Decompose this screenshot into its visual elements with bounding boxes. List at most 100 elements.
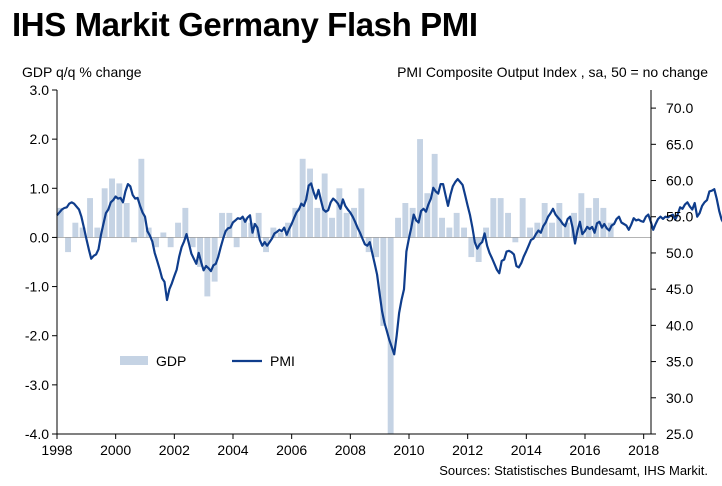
gdp-bar bbox=[453, 212, 460, 238]
gdp-bar bbox=[461, 227, 467, 238]
gdp-bar bbox=[512, 237, 519, 243]
left-tick-label: -4.0 bbox=[25, 426, 49, 442]
source-note: Sources: Statistisches Bundesamt, IHS Ma… bbox=[439, 463, 708, 478]
gdp-bar bbox=[534, 222, 541, 238]
gdp-bar bbox=[116, 183, 123, 238]
gdp-bar bbox=[307, 168, 313, 238]
gdp-bar bbox=[468, 237, 475, 258]
x-tick-label: 2002 bbox=[159, 442, 190, 458]
gdp-bar bbox=[160, 232, 167, 238]
right-axis-label: PMI Composite Output Index , sa, 50 = no… bbox=[397, 64, 708, 80]
left-tick-label: -3.0 bbox=[25, 377, 49, 393]
left-tick-label: -2.0 bbox=[25, 328, 49, 344]
gdp-bar bbox=[343, 212, 350, 238]
chart-title: IHS Markit Germany Flash PMI bbox=[12, 6, 478, 43]
right-tick-label: 65.0 bbox=[666, 136, 693, 152]
right-tick-label: 60.0 bbox=[666, 173, 693, 189]
x-tick-label: 2000 bbox=[100, 442, 131, 458]
right-tick-label: 45.0 bbox=[666, 281, 693, 297]
gdp-bar bbox=[57, 207, 64, 238]
gdp-bar bbox=[431, 153, 438, 238]
right-tick-label: 35.0 bbox=[666, 354, 693, 370]
gdp-bar bbox=[277, 232, 284, 238]
gdp-bar bbox=[65, 237, 71, 253]
gdp-bar bbox=[417, 139, 423, 238]
gdp-bar bbox=[241, 217, 247, 238]
gdp-bar bbox=[490, 198, 497, 238]
x-tick-label: 2016 bbox=[569, 442, 600, 458]
gdp-bar bbox=[519, 198, 526, 238]
gdp-bar bbox=[505, 212, 511, 238]
gdp-bar bbox=[226, 212, 233, 238]
gdp-bar bbox=[329, 217, 335, 238]
gdp-bar bbox=[299, 158, 306, 238]
gdp-bar bbox=[167, 237, 174, 248]
gdp-bar bbox=[72, 222, 79, 238]
x-tick-label: 2018 bbox=[628, 442, 659, 458]
gdp-bar bbox=[446, 227, 453, 238]
left-tick-label: 0.0 bbox=[30, 229, 50, 245]
gdp-bar bbox=[571, 212, 577, 238]
gdp-bar bbox=[314, 207, 321, 238]
gdp-bar bbox=[593, 198, 599, 238]
gdp-bar bbox=[483, 227, 489, 238]
gdp-bar bbox=[321, 173, 328, 238]
legend-pmi-label: PMI bbox=[270, 353, 295, 369]
gdp-bar bbox=[607, 222, 614, 238]
gdp-bar bbox=[79, 227, 86, 238]
x-tick-label: 2006 bbox=[276, 442, 307, 458]
gdp-bar bbox=[101, 188, 108, 238]
gdp-bar bbox=[94, 227, 101, 238]
left-axis-label: GDP q/q % change bbox=[22, 64, 142, 80]
gdp-bar bbox=[424, 193, 431, 238]
gdp-bar bbox=[292, 207, 299, 238]
gdp-bar bbox=[527, 227, 533, 238]
left-tick-label: -1.0 bbox=[25, 279, 49, 295]
gdp-bar bbox=[373, 237, 379, 258]
gdp-bar bbox=[123, 203, 130, 238]
gdp-bar bbox=[380, 237, 387, 326]
pmi-line bbox=[56, 178, 722, 356]
legend-gdp-swatch bbox=[120, 356, 148, 365]
gdp-bar bbox=[358, 188, 365, 238]
right-tick-label: 70.0 bbox=[666, 100, 693, 116]
x-tick-label: 2008 bbox=[335, 442, 366, 458]
gdp-bar bbox=[211, 237, 218, 282]
gdp-bar bbox=[109, 178, 115, 238]
gdp-bar bbox=[219, 212, 225, 238]
gdp-bar bbox=[87, 198, 93, 238]
gdp-bar bbox=[182, 207, 189, 238]
right-tick-label: 55.0 bbox=[666, 209, 693, 225]
gdp-bar bbox=[270, 227, 277, 238]
gdp-bar bbox=[351, 207, 357, 238]
gdp-bar bbox=[549, 222, 555, 238]
x-tick-label: 1998 bbox=[41, 442, 72, 458]
right-tick-label: 30.0 bbox=[666, 390, 693, 406]
right-tick-label: 40.0 bbox=[666, 317, 693, 333]
gdp-bar bbox=[153, 237, 159, 248]
left-tick-label: 2.0 bbox=[30, 131, 50, 147]
gdp-bar bbox=[439, 217, 445, 238]
right-tick-label: 50.0 bbox=[666, 245, 693, 261]
gdp-bar bbox=[578, 193, 585, 238]
gdp-bar bbox=[336, 188, 343, 238]
gdp-bar bbox=[585, 207, 592, 238]
gdp-bar bbox=[138, 158, 145, 238]
gdp-bar bbox=[189, 237, 196, 248]
gdp-bar bbox=[497, 198, 504, 238]
gdp-bar bbox=[131, 237, 137, 243]
gdp-bar bbox=[563, 222, 570, 238]
gdp-bar bbox=[175, 222, 181, 238]
gdp-bar bbox=[197, 237, 203, 267]
gdp-bar bbox=[402, 203, 409, 238]
left-tick-label: 1.0 bbox=[30, 180, 50, 196]
left-tick-label: 3.0 bbox=[30, 82, 50, 98]
x-tick-label: 2014 bbox=[511, 442, 542, 458]
gdp-bar bbox=[541, 203, 548, 238]
gdp-bar bbox=[395, 217, 401, 238]
gdp-bar bbox=[387, 237, 394, 434]
right-tick-label: 25.0 bbox=[666, 426, 693, 442]
x-tick-label: 2012 bbox=[452, 442, 483, 458]
legend-gdp-label: GDP bbox=[156, 353, 186, 369]
